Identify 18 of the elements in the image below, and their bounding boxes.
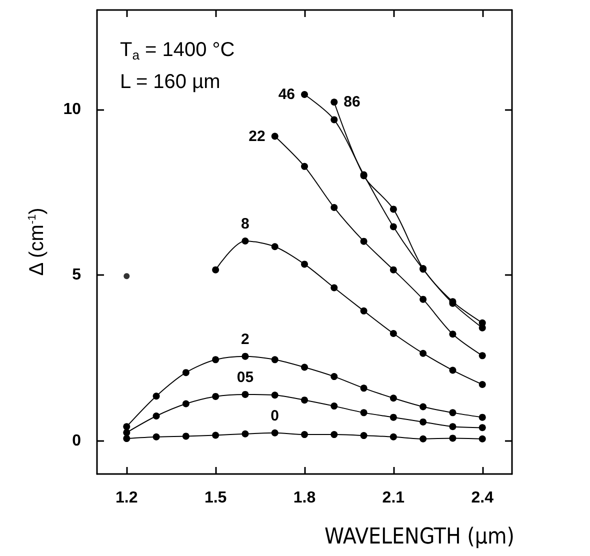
- x-tick-label: 2.1: [382, 490, 405, 506]
- x-tick-label: 1.5: [204, 490, 227, 506]
- series-label: 0: [270, 407, 280, 424]
- x-axis-title: WAVELENGTH (µm): [324, 524, 514, 550]
- y-tick-label: 10: [63, 100, 82, 118]
- series-label: 8: [241, 216, 250, 233]
- series-label: 46: [278, 86, 295, 104]
- series-label: 86: [344, 94, 360, 111]
- x-tick-label: 2.4: [471, 490, 494, 506]
- x-tick-label: 1.8: [293, 490, 316, 506]
- y-tick-label: 0: [72, 432, 82, 450]
- x-tick-label: 1.2: [116, 490, 138, 506]
- annotation: L = 160 µm: [120, 71, 220, 93]
- series-label: 22: [248, 128, 266, 145]
- series-label: 2: [241, 330, 250, 348]
- y-axis-title: Δ (cm-1): [26, 208, 48, 276]
- y-tick-label: 5: [72, 266, 82, 284]
- series-label: 05: [236, 368, 254, 386]
